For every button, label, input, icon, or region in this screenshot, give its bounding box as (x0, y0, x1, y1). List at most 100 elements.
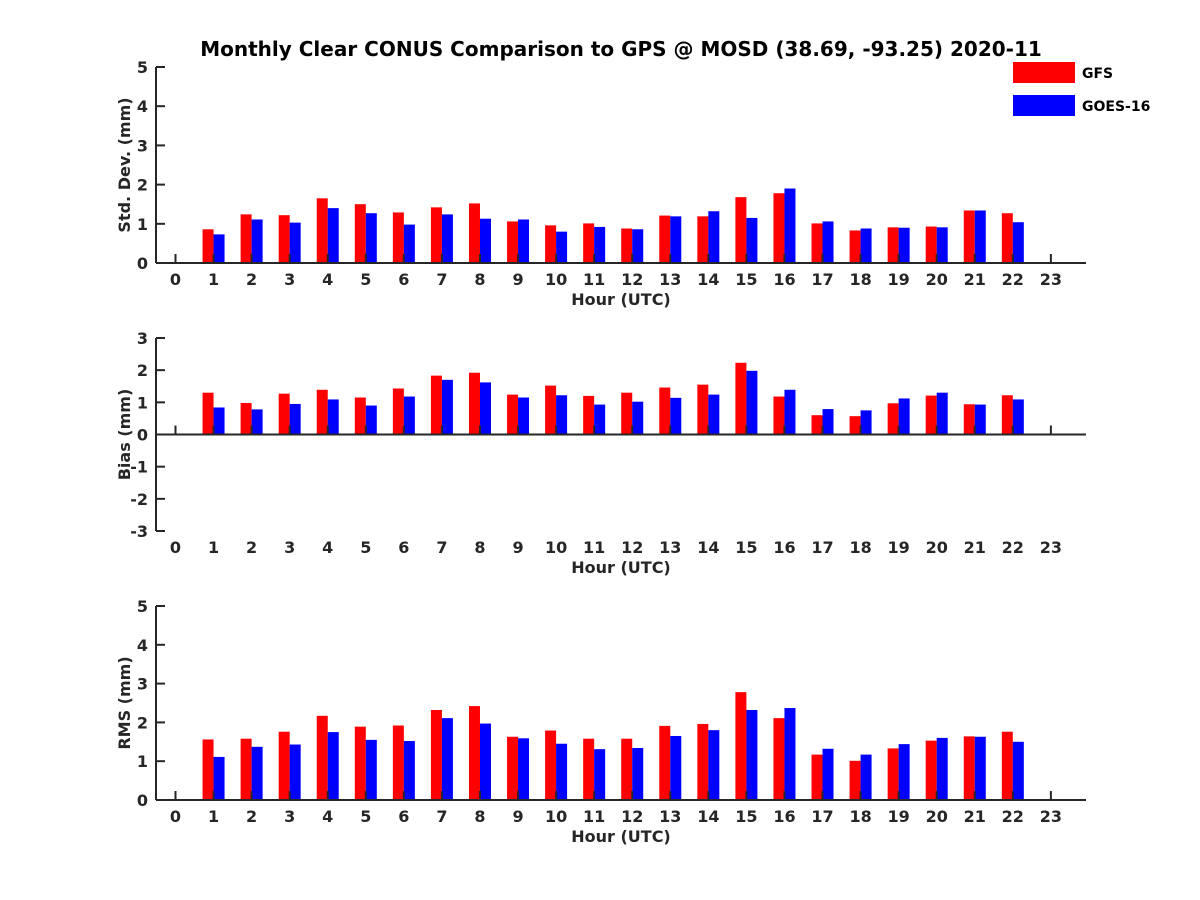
rms-y-tick-label: 5 (137, 597, 148, 616)
bias-bar-gfs-hour-3 (278, 393, 290, 435)
bias-bar-goes-16-hour-14 (708, 394, 720, 435)
std-dev-x-tick-label: 7 (436, 270, 447, 289)
bias-x-tick-label: 19 (888, 538, 910, 557)
bias-x-tick-label: 23 (1040, 538, 1062, 557)
chart-title: Monthly Clear CONUS Comparison to GPS @ … (200, 37, 1042, 61)
rms-bar-gfs-hour-12 (621, 738, 633, 800)
bias-x-tick-label: 18 (849, 538, 871, 557)
std-dev-bar-goes-16-hour-21 (974, 210, 986, 263)
legend-swatch-gfs (1013, 62, 1075, 83)
std-dev-y-tick-label: 4 (137, 97, 148, 116)
std-dev-bar-goes-16-hour-19 (898, 227, 910, 263)
bias-y-tick-label: -1 (130, 458, 148, 477)
bias-bar-goes-16-hour-17 (822, 409, 834, 435)
std-dev-bar-goes-16-hour-5 (365, 213, 377, 263)
bias-x-tick-label: 11 (583, 538, 605, 557)
bias-x-tick-label: 5 (360, 538, 371, 557)
std-dev-x-tick-label: 14 (697, 270, 719, 289)
rms-bar-goes-16-hour-2 (251, 746, 263, 800)
bias-y-tick-label: 0 (137, 426, 148, 445)
rms-x-tick-label: 20 (926, 807, 948, 826)
bias-bar-gfs-hour-7 (430, 375, 442, 435)
std-dev-x-tick-label: 22 (1002, 270, 1024, 289)
rms-x-tick-label: 21 (964, 807, 986, 826)
std-dev-bar-goes-16-hour-17 (822, 221, 834, 263)
rms-x-tick-label: 2 (246, 807, 257, 826)
bias-bar-goes-16-hour-2 (251, 409, 263, 435)
rms-bar-goes-16-hour-1 (213, 756, 225, 800)
std-dev-bar-goes-16-hour-13 (670, 216, 682, 263)
std-dev-bar-gfs-hour-10 (545, 225, 557, 263)
rms-bar-gfs-hour-22 (1001, 731, 1013, 800)
rms-bar-gfs-hour-5 (354, 726, 366, 800)
rms-x-tick-label: 1 (208, 807, 219, 826)
rms-bar-goes-16-hour-20 (936, 737, 948, 800)
bias-bar-gfs-hour-20 (925, 395, 937, 435)
std-dev-y-axis-label: Std. Dev. (mm) (115, 97, 134, 232)
bias-bar-gfs-hour-17 (811, 415, 823, 435)
rms-x-tick-label: 14 (697, 807, 719, 826)
bias-bar-gfs-hour-9 (507, 394, 519, 435)
std-dev-x-tick-label: 19 (888, 270, 910, 289)
rms-bar-goes-16-hour-10 (556, 743, 568, 800)
std-dev-x-tick-label: 10 (545, 270, 567, 289)
std-dev-x-tick-label: 1 (208, 270, 219, 289)
rms-bar-goes-16-hour-22 (1012, 741, 1024, 800)
bias-bar-goes-16-hour-4 (327, 399, 339, 435)
rms-bar-goes-16-hour-7 (441, 718, 453, 800)
std-dev-bar-goes-16-hour-7 (441, 214, 453, 263)
std-dev-x-tick-label: 9 (512, 270, 523, 289)
std-dev-bar-goes-16-hour-2 (251, 219, 263, 263)
std-dev-x-tick-label: 12 (621, 270, 643, 289)
rms-y-tick-label: 4 (137, 636, 148, 655)
bias-bar-goes-16-hour-15 (746, 370, 758, 435)
bias-bar-goes-16-hour-11 (594, 404, 606, 435)
bias-x-tick-label: 21 (964, 538, 986, 557)
rms-x-tick-label: 6 (398, 807, 409, 826)
std-dev-bar-gfs-hour-9 (507, 221, 519, 263)
bias-x-tick-label: 15 (735, 538, 757, 557)
rms-bar-gfs-hour-8 (468, 706, 480, 800)
std-dev-bar-gfs-hour-1 (202, 229, 214, 263)
std-dev-x-tick-label: 18 (849, 270, 871, 289)
rms-x-tick-label: 16 (773, 807, 795, 826)
rms-y-tick-label: 3 (137, 675, 148, 694)
rms-x-tick-label: 15 (735, 807, 757, 826)
bias-y-tick-label: -3 (130, 522, 148, 541)
bias-bar-goes-16-hour-10 (556, 395, 568, 435)
bias-x-tick-label: 9 (512, 538, 523, 557)
bias-bar-goes-16-hour-16 (784, 389, 796, 435)
bias-bar-gfs-hour-4 (316, 389, 328, 435)
rms-bar-gfs-hour-1 (202, 739, 214, 800)
rms-bar-gfs-hour-3 (278, 731, 290, 800)
bias-x-tick-label: 0 (170, 538, 181, 557)
rms-x-tick-label: 0 (170, 807, 181, 826)
rms-bar-gfs-hour-13 (659, 725, 671, 800)
bias-x-tick-label: 8 (474, 538, 485, 557)
rms-bar-goes-16-hour-15 (746, 709, 758, 800)
std-dev-x-tick-label: 5 (360, 270, 371, 289)
bias-bar-gfs-hour-15 (735, 362, 747, 435)
std-dev-bar-goes-16-hour-11 (594, 226, 606, 263)
bias-bar-goes-16-hour-20 (936, 392, 948, 435)
rms-bar-gfs-hour-14 (697, 723, 709, 800)
std-dev-x-tick-label: 17 (811, 270, 833, 289)
bias-x-tick-label: 4 (322, 538, 333, 557)
rms-bar-goes-16-hour-6 (403, 741, 415, 800)
bias-bar-gfs-hour-19 (887, 403, 899, 435)
rms-bar-gfs-hour-6 (392, 725, 404, 800)
rms-bar-gfs-hour-17 (811, 754, 823, 800)
rms-y-tick-label: 1 (137, 752, 148, 771)
std-dev-bar-gfs-hour-21 (963, 210, 975, 263)
rms-bar-gfs-hour-16 (773, 718, 785, 800)
rms-bar-goes-16-hour-14 (708, 730, 720, 800)
bias-bar-gfs-hour-22 (1001, 395, 1013, 435)
bias-x-axis-label: Hour (UTC) (571, 558, 671, 577)
std-dev-bar-gfs-hour-5 (354, 204, 366, 263)
std-dev-bar-gfs-hour-20 (925, 226, 937, 263)
bias-bar-goes-16-hour-13 (670, 397, 682, 435)
rms-x-tick-label: 4 (322, 807, 333, 826)
std-dev-x-tick-label: 3 (284, 270, 295, 289)
bias-x-tick-label: 3 (284, 538, 295, 557)
std-dev-bar-goes-16-hour-8 (479, 218, 491, 263)
